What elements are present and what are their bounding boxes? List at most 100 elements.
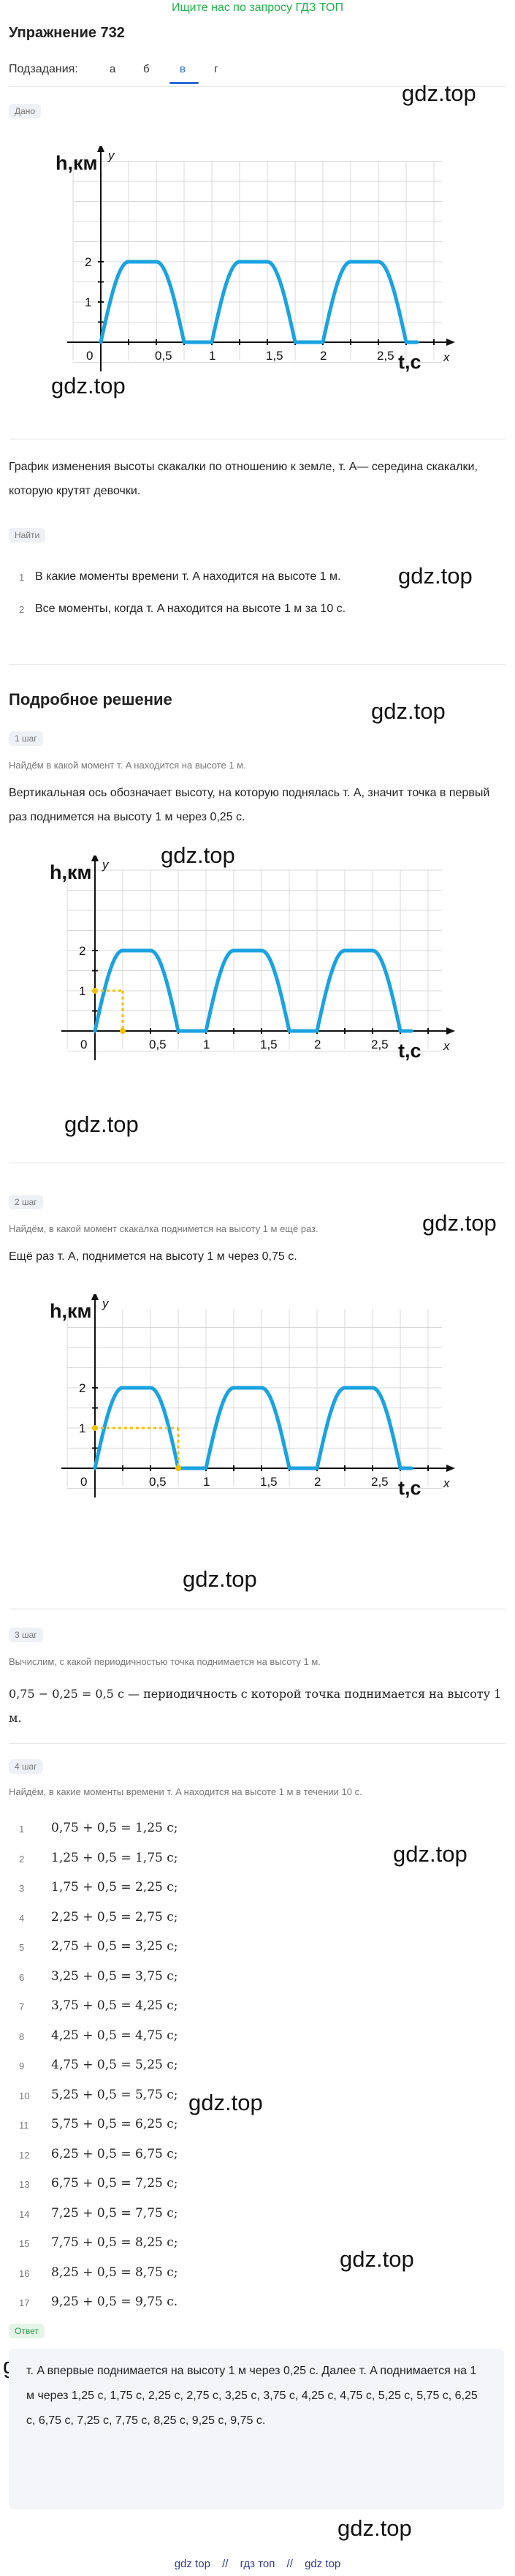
top-banner[interactable]: Ищите нас по запросу ГДЗ ТОП	[172, 1, 343, 14]
equation-row: 1,75 + 0,5 = 2,25 с;	[51, 1880, 178, 1895]
x-tick-label: 2	[314, 1475, 321, 1489]
equation-number: 10	[19, 2090, 30, 2101]
watermark: gdz.top	[337, 2515, 412, 2541]
equation-row: 2,75 + 0,5 = 3,25 с;	[51, 1939, 178, 1954]
y-axis-arrow	[91, 1294, 99, 1300]
x-axis-label: t,с	[398, 1040, 421, 1062]
equation-number: 6	[19, 1971, 25, 1983]
watermark: gdz.top	[183, 1566, 257, 1592]
watermark: gdz.top	[188, 2090, 263, 2115]
equation-number: 12	[19, 2149, 30, 2161]
y-tick-label: 2	[79, 944, 85, 958]
find-item-number: 1	[19, 572, 25, 583]
equation-row: 5,25 + 0,5 = 5,75 с;	[51, 2087, 178, 2102]
equation-number: 8	[19, 2031, 25, 2042]
y-axis-name: y	[102, 858, 110, 872]
y-axis-label: h,км	[50, 1300, 91, 1322]
y-axis-name: y	[107, 148, 115, 162]
x-axis-label: t,с	[398, 351, 421, 373]
x-axis-arrow	[446, 1027, 455, 1035]
watermark: gdz.top	[402, 80, 476, 106]
watermark: gdz.top	[161, 842, 235, 868]
x-axis-name: x	[443, 1476, 450, 1490]
height-curve	[99, 260, 419, 344]
step1-hint: Найдём в какой момент т. A находится на …	[9, 760, 246, 771]
x-tick-label: 1,5	[260, 1038, 278, 1051]
equation-number: 11	[19, 2120, 29, 2131]
equation-number: 3	[19, 1883, 25, 1894]
equation-row: 8,25 + 0,5 = 8,75 с;	[51, 2265, 178, 2280]
y-axis-label: h,км	[56, 152, 97, 174]
step3-text: 0,75 − 0,25 = 0,5 с — периодичность с ко…	[9, 1687, 502, 1725]
x-tick-label: 2	[320, 349, 327, 363]
highlight-point	[175, 1465, 181, 1471]
equation-number: 5	[19, 1942, 25, 1953]
equation-number: 15	[19, 2238, 30, 2249]
equation-row: 6,25 + 0,5 = 6,75 с;	[51, 2146, 178, 2161]
divider	[9, 664, 506, 665]
x-tick-label: 2,5	[371, 1038, 389, 1051]
step3-hint: Вычислим, с какой периодичностью точка п…	[9, 1656, 321, 1667]
height-chart-given: 0,5 1 1,5 2 2,5 1 2 0 h,км y t,с x	[56, 146, 455, 373]
subtask-tab-b[interactable]: б	[143, 63, 150, 75]
equation-row: 5,75 + 0,5 = 6,25 с;	[51, 2117, 178, 2131]
footer-links: gdz top // гдз топ // gdz top	[0, 2558, 515, 2570]
equation-number: 1	[19, 1824, 25, 1835]
step2-tag: 2 шаг	[9, 1195, 43, 1209]
given-text: График изменения высоты скакалки по отно…	[9, 461, 478, 497]
origin-label: 0	[80, 1038, 87, 1051]
subtasks-label: Подзадания:	[9, 63, 78, 75]
step3-tag: 3 шаг	[9, 1628, 43, 1642]
find-item: Все моменты, когда т. A находится на выс…	[35, 603, 346, 615]
step2-text: Ещё раз т. A, поднимется на высоту 1 м ч…	[9, 1250, 297, 1263]
y-axis-label: h,км	[50, 861, 91, 883]
equation-row: 4,25 + 0,5 = 4,75 с;	[51, 2028, 178, 2043]
equation-row: 9,25 + 0,5 = 9,75 с.	[51, 2294, 178, 2309]
height-curve	[93, 948, 413, 1033]
footer-link[interactable]: gdz top	[305, 2558, 341, 2570]
equation-row: 4,75 + 0,5 = 5,25 с;	[51, 2058, 178, 2072]
y-axis-name: y	[102, 1296, 110, 1310]
x-tick-label: 1,5	[266, 349, 283, 363]
x-axis-arrow	[446, 339, 455, 346]
given-tag: Дано	[9, 104, 42, 118]
find-item: В какие моменты времени т. A находится н…	[35, 570, 341, 583]
step4-tag: 4 шаг	[9, 1759, 43, 1774]
x-tick-label: 0,5	[149, 1475, 167, 1489]
origin-label: 0	[80, 1475, 87, 1489]
watermark: gdz.top	[340, 2246, 414, 2272]
y-tick-label: 1	[79, 984, 85, 998]
solution-title: Подробное решение	[9, 690, 172, 709]
highlight-point	[92, 1425, 98, 1431]
x-axis-label: t,с	[398, 1477, 421, 1499]
x-axis-name: x	[443, 350, 450, 364]
x-tick-label: 0,5	[155, 349, 172, 363]
find-item-number: 2	[19, 604, 25, 615]
equation-row: 0,75 + 0,5 = 1,25 с;	[51, 1821, 178, 1835]
subtask-tab-g[interactable]: г	[214, 63, 218, 75]
x-tick-label: 2,5	[371, 1475, 389, 1489]
equation-number: 9	[19, 2061, 25, 2071]
footer-link[interactable]: гдз топ	[240, 2558, 275, 2570]
highlight-point	[92, 988, 98, 994]
y-tick-label: 1	[85, 295, 91, 309]
x-tick-label: 1	[203, 1038, 210, 1051]
origin-label: 0	[86, 349, 93, 363]
x-tick-label: 1	[203, 1475, 210, 1489]
subtask-tab-a[interactable]: а	[110, 63, 116, 75]
subtask-tab-v[interactable]: в	[180, 63, 186, 75]
watermark: gdz.top	[393, 1841, 468, 1867]
height-chart-step1: 0,5 1 1,5 2 2,5 1 2 0 h,км y t,с x	[50, 855, 455, 1062]
equation-row: 3,25 + 0,5 = 3,75 с;	[51, 1968, 178, 1984]
x-tick-label: 1	[209, 349, 215, 363]
step1-tag: 1 шаг	[9, 731, 43, 746]
x-tick-label: 0,5	[149, 1038, 167, 1051]
page-title: Упражнение 732	[9, 25, 125, 41]
y-tick-label: 1	[79, 1421, 85, 1435]
step1-text: Вертикальная ось обозначает высоту, на к…	[9, 787, 490, 823]
footer-link[interactable]: gdz top	[174, 2558, 210, 2570]
step2-hint: Найдём, в какой момент скакалка поднимет…	[9, 1223, 318, 1234]
active-tab-indicator	[169, 82, 199, 84]
equation-row: 2,25 + 0,5 = 2,75 с;	[51, 1909, 178, 1925]
highlight-point	[120, 1028, 126, 1034]
